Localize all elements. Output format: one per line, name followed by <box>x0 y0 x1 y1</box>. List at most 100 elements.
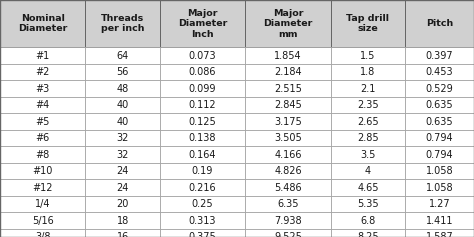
Bar <box>331 179 405 196</box>
Text: 0.216: 0.216 <box>189 182 216 192</box>
Bar <box>245 163 331 179</box>
Text: 1.058: 1.058 <box>426 182 453 192</box>
Bar <box>160 0 245 47</box>
Bar <box>160 64 245 80</box>
Bar <box>245 64 331 80</box>
Bar <box>331 146 405 163</box>
Bar <box>0 47 85 64</box>
Text: 1.854: 1.854 <box>274 51 302 61</box>
Text: 0.313: 0.313 <box>189 215 216 226</box>
Bar <box>331 80 405 97</box>
Text: 0.635: 0.635 <box>426 117 453 127</box>
Text: 1.058: 1.058 <box>426 166 453 176</box>
Text: #8: #8 <box>36 150 50 160</box>
Text: 18: 18 <box>117 215 129 226</box>
Text: 3/8: 3/8 <box>35 232 50 237</box>
Text: 0.125: 0.125 <box>189 117 217 127</box>
Bar <box>245 229 331 237</box>
Text: 20: 20 <box>117 199 129 209</box>
Text: 9.525: 9.525 <box>274 232 302 237</box>
Bar <box>85 97 160 113</box>
Text: 3.175: 3.175 <box>274 117 302 127</box>
Text: 16: 16 <box>117 232 129 237</box>
Text: #10: #10 <box>33 166 53 176</box>
Text: 40: 40 <box>117 117 129 127</box>
Bar <box>85 146 160 163</box>
Text: 2.845: 2.845 <box>274 100 302 110</box>
Text: 0.073: 0.073 <box>189 51 216 61</box>
Bar <box>0 130 85 146</box>
Bar <box>245 212 331 229</box>
Bar <box>331 97 405 113</box>
Bar <box>0 97 85 113</box>
Text: 2.85: 2.85 <box>357 133 379 143</box>
Text: 5/16: 5/16 <box>32 215 54 226</box>
Bar <box>245 179 331 196</box>
Text: 0.25: 0.25 <box>192 199 213 209</box>
Bar <box>405 229 474 237</box>
Bar <box>0 163 85 179</box>
Text: 1.587: 1.587 <box>426 232 454 237</box>
Bar <box>331 229 405 237</box>
Text: 1.411: 1.411 <box>426 215 453 226</box>
Text: 6.8: 6.8 <box>360 215 375 226</box>
Text: Threads
per inch: Threads per inch <box>101 14 145 33</box>
Text: 0.099: 0.099 <box>189 84 216 94</box>
Text: #6: #6 <box>36 133 50 143</box>
Text: 4: 4 <box>365 166 371 176</box>
Text: 0.19: 0.19 <box>192 166 213 176</box>
Text: 2.35: 2.35 <box>357 100 379 110</box>
Bar <box>160 179 245 196</box>
Text: Major
Diameter
mm: Major Diameter mm <box>263 9 313 39</box>
Text: 4.826: 4.826 <box>274 166 302 176</box>
Text: 0.375: 0.375 <box>189 232 217 237</box>
Bar <box>245 113 331 130</box>
Bar <box>0 146 85 163</box>
Text: Pitch: Pitch <box>426 19 453 28</box>
Bar <box>0 229 85 237</box>
Text: 0.794: 0.794 <box>426 133 453 143</box>
Text: 2.1: 2.1 <box>360 84 375 94</box>
Text: 0.453: 0.453 <box>426 67 453 77</box>
Bar <box>331 64 405 80</box>
Bar <box>405 80 474 97</box>
Text: 32: 32 <box>117 150 129 160</box>
Bar <box>160 80 245 97</box>
Text: 2.184: 2.184 <box>274 67 302 77</box>
Bar <box>405 146 474 163</box>
Bar <box>331 212 405 229</box>
Text: 0.635: 0.635 <box>426 100 453 110</box>
Text: 56: 56 <box>117 67 129 77</box>
Text: 0.086: 0.086 <box>189 67 216 77</box>
Bar <box>405 212 474 229</box>
Text: 2.515: 2.515 <box>274 84 302 94</box>
Bar <box>405 47 474 64</box>
Text: Major
Diameter
Inch: Major Diameter Inch <box>178 9 227 39</box>
Bar <box>160 130 245 146</box>
Bar <box>405 196 474 212</box>
Bar <box>405 97 474 113</box>
Bar <box>160 212 245 229</box>
Bar <box>85 229 160 237</box>
Bar <box>85 64 160 80</box>
Text: 24: 24 <box>117 166 129 176</box>
Bar <box>160 196 245 212</box>
Bar <box>331 0 405 47</box>
Bar <box>245 196 331 212</box>
Text: #3: #3 <box>36 84 50 94</box>
Text: 5.486: 5.486 <box>274 182 302 192</box>
Bar <box>0 0 474 47</box>
Bar <box>0 80 85 97</box>
Bar <box>85 80 160 97</box>
Text: 0.112: 0.112 <box>189 100 216 110</box>
Bar <box>85 163 160 179</box>
Bar <box>331 163 405 179</box>
Bar <box>160 146 245 163</box>
Text: 1.27: 1.27 <box>429 199 450 209</box>
Bar <box>245 130 331 146</box>
Text: 3.5: 3.5 <box>360 150 375 160</box>
Text: #2: #2 <box>36 67 50 77</box>
Text: 4.65: 4.65 <box>357 182 379 192</box>
Bar <box>331 47 405 64</box>
Bar <box>331 113 405 130</box>
